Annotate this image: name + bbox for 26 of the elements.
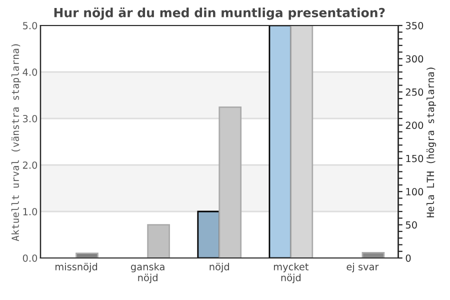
bar (362, 252, 385, 258)
x-tick-label: ganska nöjd (130, 262, 164, 284)
y-tick-label: 4.0 (22, 68, 38, 76)
y2-tick-label: 0 (406, 254, 411, 262)
bar (147, 224, 170, 258)
y-axis-title: Aktuellt urval (vänstra staplarna) (11, 44, 21, 242)
x-tick-label: ej svar (346, 262, 379, 272)
x-tick-label: nöjd (210, 262, 229, 272)
bar (76, 252, 98, 258)
y2-tick-label: 200 (406, 122, 424, 129)
y2-axis-title: Hela LTH (högra staplarna) (426, 68, 436, 218)
x-tick-label: missnöjd (56, 262, 98, 272)
y-tick-label: 3.0 (23, 114, 38, 122)
y2-tick-label: 300 (406, 55, 424, 63)
y-tick-label: 2.0 (22, 161, 38, 169)
bar (218, 106, 242, 258)
y-tick-label: 0.0 (22, 254, 38, 262)
y-tick-label: 5.0 (23, 22, 38, 30)
y2-tick-label: 100 (406, 188, 424, 196)
y2-tick-label: 250 (406, 88, 424, 96)
chart-title: Hur nöjd är du med din muntliga presentation? (54, 7, 385, 20)
x-tick-label: mycket nöjd (274, 262, 309, 284)
y2-tick-label: 350 (406, 22, 424, 30)
y2-tick-label: 150 (406, 154, 424, 162)
y-tick-label: 1.0 (23, 208, 38, 216)
y2-tick-label: 50 (406, 221, 417, 229)
